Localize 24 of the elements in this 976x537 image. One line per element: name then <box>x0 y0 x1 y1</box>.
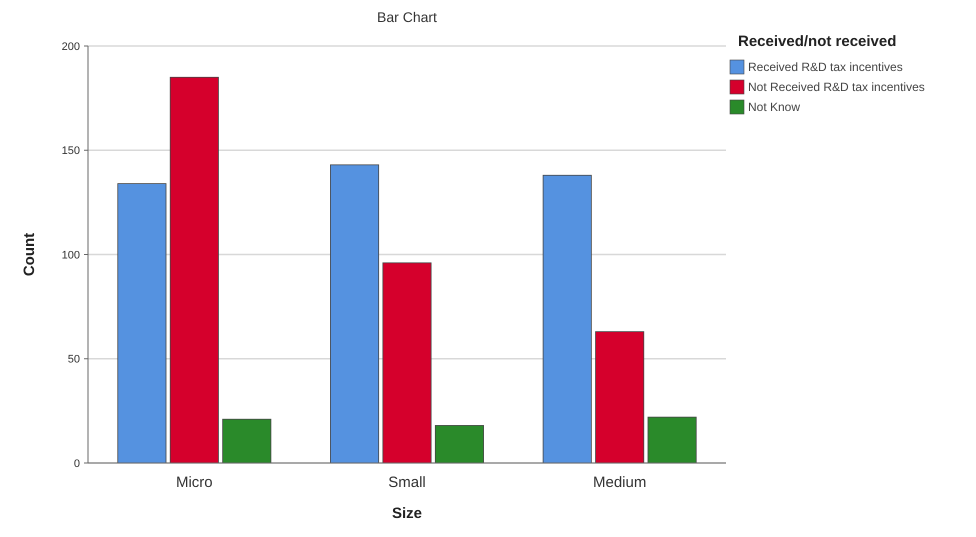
legend-label: Received R&D tax incentives <box>748 60 903 74</box>
y-tick-label: 100 <box>62 249 80 262</box>
bar <box>170 76 219 464</box>
chart-title: Bar Chart <box>377 9 438 25</box>
x-tick-label: Medium <box>592 474 646 491</box>
bar <box>117 183 166 464</box>
y-axis-title: Count <box>21 232 38 276</box>
bar <box>382 262 432 464</box>
bar <box>222 418 272 464</box>
x-tick-label: Micro <box>176 474 213 491</box>
bar <box>595 331 644 464</box>
y-tick-label: 50 <box>68 354 80 366</box>
bar <box>330 164 380 464</box>
y-tick-label: 0 <box>74 458 80 470</box>
legend-label: Not Received R&D tax incentives <box>748 80 925 94</box>
legend-label: Not Know <box>748 100 800 114</box>
x-tick-label: Small <box>388 474 426 491</box>
bar <box>542 174 592 464</box>
legend-title: Received/not received <box>738 33 896 50</box>
y-tick-label: 200 <box>62 40 80 53</box>
bar <box>434 425 484 464</box>
bar <box>648 416 697 464</box>
y-tick-label: 150 <box>62 145 80 158</box>
x-axis-title: Size <box>392 505 422 522</box>
